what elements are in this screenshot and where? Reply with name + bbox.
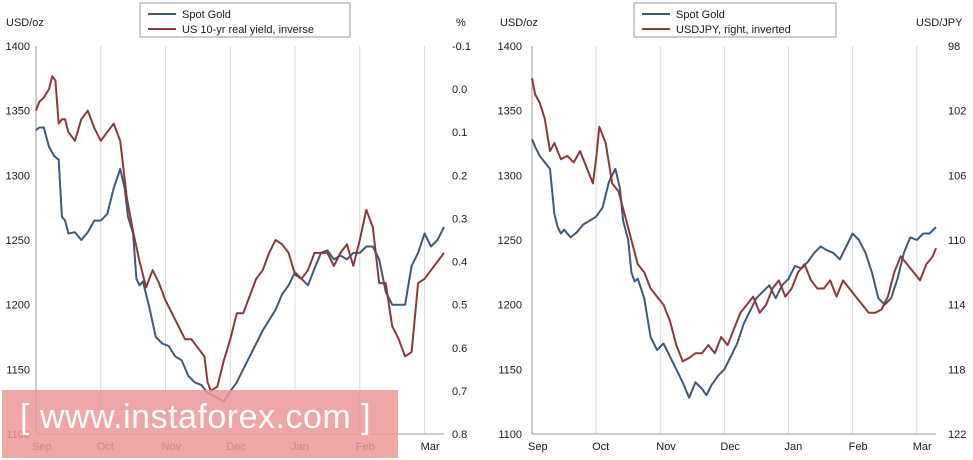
x-tick-label: Jan bbox=[785, 441, 803, 453]
right-tick-label: 0.4 bbox=[452, 257, 467, 269]
left-tick-label: 1250 bbox=[6, 235, 30, 247]
series-line-secondary bbox=[36, 76, 444, 391]
left-tick-label: 1200 bbox=[498, 300, 522, 312]
x-tick-label: Dec bbox=[720, 441, 740, 453]
series-line-spot-gold bbox=[36, 128, 444, 402]
x-tick-label: Mar bbox=[913, 441, 932, 453]
left-tick-label: 1400 bbox=[498, 41, 522, 53]
right-tick-label: 0.8 bbox=[452, 429, 467, 441]
x-tick-label: Oct bbox=[592, 441, 609, 453]
right-tick-label: 118 bbox=[948, 364, 966, 376]
legend-label: US 10-yr real yield, inverse bbox=[182, 24, 314, 36]
right-tick-label: 0.2 bbox=[452, 170, 467, 182]
x-tick-label: Sep bbox=[528, 441, 548, 453]
right-tick-label: 0.7 bbox=[452, 386, 467, 398]
right-axis-title: USD/JPY bbox=[916, 17, 963, 29]
left-tick-label: 1150 bbox=[498, 364, 522, 376]
legend-label: USDJPY, right, inverted bbox=[676, 24, 791, 36]
left-tick-label: 1200 bbox=[6, 300, 30, 312]
watermark-text: [ www.instaforex.com ] bbox=[20, 398, 371, 437]
left-tick-label: 1250 bbox=[498, 235, 522, 247]
left-axis-title: USD/oz bbox=[6, 17, 44, 29]
series-line-spot-gold bbox=[532, 139, 936, 398]
watermark-banner: [ www.instaforex.com ] bbox=[2, 390, 398, 458]
chart-panel-1: SepOctNovDecJanFebMar1400135013001250120… bbox=[6, 3, 471, 453]
right-tick-label: 0.0 bbox=[452, 84, 467, 96]
right-tick-label: 106 bbox=[948, 170, 966, 182]
legend: Spot Gold USDJPY, right, inverted bbox=[634, 3, 836, 37]
left-tick-label: 1400 bbox=[6, 41, 30, 53]
right-tick-label: 114 bbox=[948, 300, 966, 312]
x-tick-label: Feb bbox=[849, 441, 868, 453]
right-tick-label: 102 bbox=[948, 106, 966, 118]
right-tick-label: 122 bbox=[948, 429, 966, 441]
left-axis-title: USD/oz bbox=[500, 17, 538, 29]
legend-label: Spot Gold bbox=[676, 9, 725, 21]
legend-label: Spot Gold bbox=[182, 9, 231, 21]
right-axis-title: % bbox=[456, 17, 466, 29]
left-tick-label: 1350 bbox=[6, 106, 30, 118]
left-tick-label: 1150 bbox=[6, 364, 30, 376]
left-tick-label: 1100 bbox=[498, 429, 522, 441]
left-tick-label: 1350 bbox=[498, 106, 522, 118]
left-tick-label: 1300 bbox=[6, 170, 30, 182]
x-tick-label: Mar bbox=[421, 441, 440, 453]
right-tick-label: 0.6 bbox=[452, 343, 467, 355]
x-tick-label: Nov bbox=[656, 441, 676, 453]
right-tick-label: 0.1 bbox=[452, 127, 467, 139]
right-tick-label: 98 bbox=[948, 41, 960, 53]
legend: Spot Gold US 10-yr real yield, inverse bbox=[140, 3, 350, 37]
right-tick-label: 110 bbox=[948, 235, 966, 247]
right-tick-label: -0.1 bbox=[452, 41, 471, 53]
left-tick-label: 1300 bbox=[498, 170, 522, 182]
right-tick-label: 0.5 bbox=[452, 300, 467, 312]
chart-panel-2: Sep Oct Nov Dec Jan Feb Mar 1400 1350 1300 1250 120… bbox=[498, 3, 967, 453]
right-tick-label: 0.3 bbox=[452, 213, 467, 225]
